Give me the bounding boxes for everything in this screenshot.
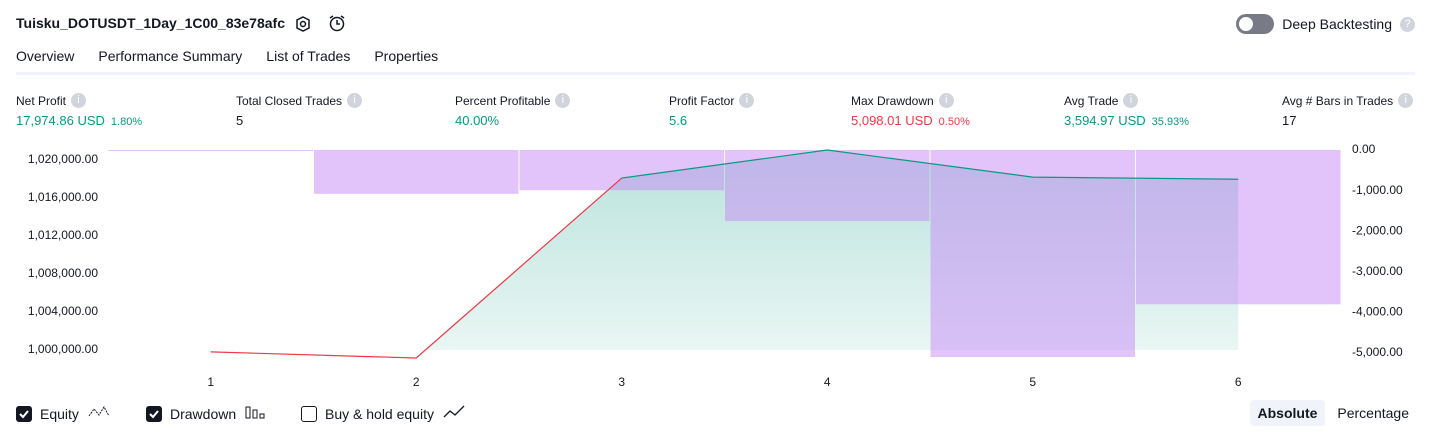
metric-percent: 0.50% [938,116,970,128]
help-icon: i [938,93,954,108]
metric-value: 17,974.86 USD [16,113,105,128]
metric-label-row: Avg # Bars in Trades i [1282,93,1414,108]
toggle[interactable] [1236,14,1275,34]
metric-value-row: 40.00% [455,113,570,128]
checkbox[interactable] [301,405,317,422]
metric-value: 17 [1282,113,1297,128]
deep-backtesting-label: Deep Backtesting [1282,16,1392,32]
y-tick-label: 1,004,000.00 [28,304,98,318]
y2-tick-label: -5,000.00 [1352,345,1403,359]
legend-toggle[interactable]: Equity [16,404,111,423]
metric-label-row: Max Drawdown i [851,93,970,108]
y-tick-label: 1,016,000.00 [28,190,98,204]
y-tick-label: 1,000,000.00 [28,342,98,356]
y-tick-label: 1,020,000.00 [28,152,98,166]
metric: Max Drawdown i 5,098.01 USD 0.50% [851,93,970,128]
x-tick-label: 6 [1235,375,1242,389]
metric-label: Percent Profitable [455,93,551,108]
legend-icon [87,404,111,423]
metric-label-row: Avg Trade i [1064,93,1189,108]
x-tick-label: 5 [1029,375,1036,389]
metric: Avg # Bars in Trades i 17 [1282,93,1414,128]
metric-value-row: 3,594.97 USD 35.93% [1064,113,1189,128]
help-icon: ? [1400,16,1415,32]
metric: Profit Factor i 5.6 [669,93,755,128]
help-icon: i [555,93,571,108]
tab[interactable]: Properties [374,48,439,64]
metric-value-row: 17,974.86 USD 1.80% [16,113,142,128]
drawdown-bar [930,150,1135,357]
x-tick-label: 3 [618,375,625,389]
y2-tick-label: -1,000.00 [1352,183,1403,197]
tab[interactable]: Performance Summary [98,48,243,64]
checkbox[interactable] [146,405,162,422]
metric-value: 5 [236,113,244,128]
metric-value: 5,098.01 USD [851,113,933,128]
tabs: Overview Performance Summary List of Trade… [16,48,439,75]
y2-tick-label: 0.00 [1352,142,1376,156]
x-tick-label: 1 [207,375,214,389]
drawdown-bar [725,150,930,222]
metric-value-row: 5.6 [669,113,754,128]
metric-label: Avg Trade [1064,93,1119,108]
metric-label-row: Total Closed Trades i [236,93,363,108]
metric-label: Max Drawdown [851,93,934,108]
checkbox[interactable] [16,405,32,422]
mode-button[interactable]: Absolute [1249,400,1326,426]
separator [16,72,1415,75]
metric-value-row: 5 [236,113,362,128]
metric-value-row: 5,098.01 USD 0.50% [851,113,970,128]
legend-icon [244,404,268,423]
legend-icon [442,404,466,423]
metric: Avg Trade i 3,594.97 USD 35.93% [1064,93,1189,128]
metric-label-row: Percent Profitable i [455,93,571,108]
legend-toggle[interactable]: Buy & hold equity [301,404,466,423]
metric-label: Net Profit [16,93,67,108]
y2-tick-label: -4,000.00 [1352,305,1403,319]
y2-tick-label: -2,000.00 [1352,223,1403,237]
metric-percent: 35.93% [1151,116,1189,128]
tab[interactable]: List of Trades [266,48,351,64]
metric-label: Total Closed Trades [236,93,343,108]
metric-value-row: 17 [1282,113,1413,128]
title-icons [296,15,345,32]
metric-value: 40.00% [455,113,500,128]
legend-label: Drawdown [170,405,237,422]
metric-label: Profit Factor [669,93,735,108]
legend-label: Equity [40,405,79,422]
strategy-title: Tuisku_DOTUSDT_1Day_1C00_83e78afc [16,15,285,31]
chart: 1,000,000.00 1,004,000.00 1,008,000.00 1,01… [28,142,1403,389]
y-tick-label: 1,012,000.00 [28,228,98,242]
metric-label: Avg # Bars in Trades [1282,93,1394,108]
y2-tick-label: -3,000.00 [1352,264,1403,278]
help-icon: i [1123,93,1139,108]
x-tick-label: 2 [413,375,420,389]
legend-label: Buy & hold equity [325,405,434,422]
drawdown-bar [1136,150,1341,305]
metric-value: 3,594.97 USD [1064,113,1146,128]
equity-line [210,149,1239,359]
metric-value: 5.6 [669,113,688,128]
drawdown-bar [108,150,313,151]
mode-button[interactable]: Percentage [1337,405,1409,421]
legend-toggle[interactable]: Drawdown [146,404,268,423]
metric-label-row: Net Profit i [16,93,142,108]
drawdown-bar [314,150,519,194]
metric: Net Profit i 17,974.86 USD 1.80% [16,93,142,128]
mode-switch: Absolute Percentage [1249,400,1418,426]
metric: Percent Profitable i 40.00% [455,93,571,128]
drawdown-bar [519,150,724,191]
metric-label-row: Profit Factor i [669,93,755,108]
deep-backtesting[interactable]: Deep Backtesting ? [1236,14,1415,34]
y-tick-label: 1,008,000.00 [28,266,98,280]
help-icon: i [71,93,87,108]
help-icon: i [347,93,363,108]
x-tick-label: 4 [824,375,831,389]
metric-percent: 1.80% [110,116,143,128]
metric: Total Closed Trades i 5 [236,93,363,128]
help-icon: i [739,93,755,108]
help-icon: i [1398,93,1414,108]
